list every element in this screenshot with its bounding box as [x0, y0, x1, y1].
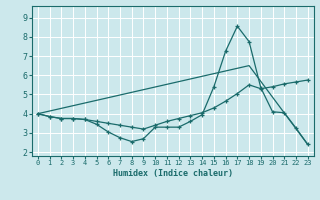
X-axis label: Humidex (Indice chaleur): Humidex (Indice chaleur) — [113, 169, 233, 178]
